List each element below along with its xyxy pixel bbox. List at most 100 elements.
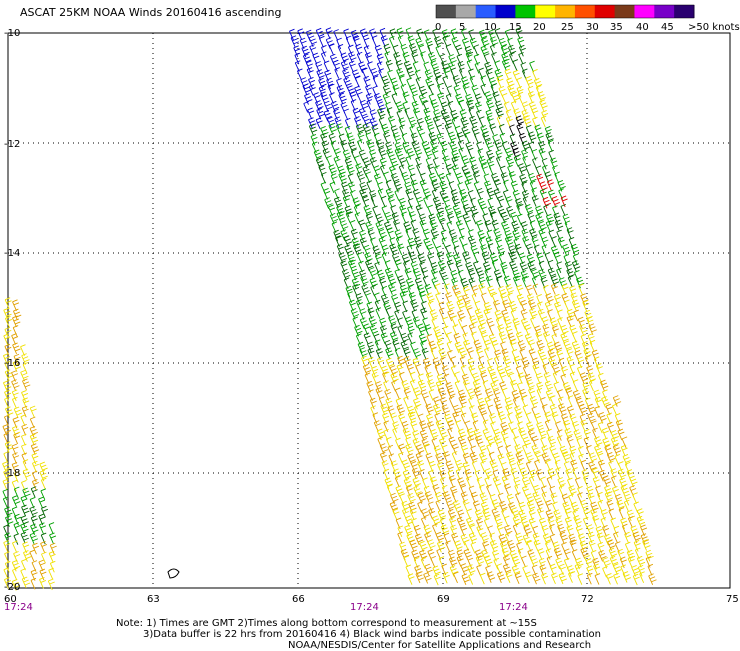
wind-barb — [563, 461, 570, 473]
wind-barb — [393, 180, 403, 193]
wind-barb — [399, 204, 407, 217]
wind-barb — [426, 292, 435, 304]
wind-barb — [597, 499, 604, 512]
wind-barb — [516, 213, 523, 226]
wind-barb — [514, 405, 523, 417]
wind-barb — [518, 509, 527, 522]
wind-barb — [365, 221, 374, 233]
wind-barb — [375, 139, 385, 151]
wind-barb — [489, 459, 498, 471]
wind-barb — [607, 539, 616, 551]
wind-barb — [504, 236, 514, 248]
wind-barb — [575, 397, 585, 410]
wind-barb — [491, 499, 500, 511]
wind-barb — [520, 318, 528, 330]
wind-barb — [539, 181, 548, 193]
wind-barb — [438, 348, 447, 360]
wind-barb — [529, 220, 536, 232]
wind-barb — [403, 388, 411, 400]
wind-barb — [517, 163, 527, 175]
wind-barb — [522, 443, 528, 456]
wind-barb — [551, 236, 557, 248]
wind-barb — [403, 260, 409, 273]
wind-barb — [497, 411, 507, 423]
wind-barb — [438, 301, 445, 314]
wind-barb — [527, 91, 535, 103]
wind-barb — [532, 157, 538, 169]
wind-barb — [512, 275, 520, 288]
wind-barb — [385, 347, 394, 359]
wind-barb — [477, 323, 487, 336]
wind-barb — [359, 237, 367, 249]
wind-barb — [453, 571, 459, 584]
wind-barb — [504, 365, 513, 378]
wind-barb — [546, 341, 556, 354]
wind-barb — [14, 513, 22, 526]
wind-barb — [535, 205, 544, 218]
wind-barb — [412, 438, 420, 450]
wind-barb — [489, 493, 496, 506]
wind-barb — [11, 333, 19, 345]
wind-barb — [357, 131, 365, 144]
wind-barb — [356, 299, 364, 311]
wind-barb — [433, 396, 441, 408]
wind-barb — [344, 125, 351, 138]
wind-barb — [405, 564, 412, 577]
wind-barb — [419, 261, 425, 274]
wind-barb — [441, 148, 448, 160]
wind-barb — [423, 237, 431, 250]
wind-barb — [632, 492, 638, 504]
wind-barb — [21, 576, 31, 589]
wind-barb — [522, 533, 532, 546]
wind-barb — [455, 44, 463, 57]
wind-barb — [396, 68, 405, 80]
wind-barb — [466, 517, 475, 529]
wind-barb — [421, 347, 429, 360]
wind-barb — [391, 380, 397, 392]
wind-barb — [40, 477, 47, 490]
wind-barb — [525, 452, 534, 464]
wind-barb — [459, 109, 467, 121]
wind-barb — [537, 308, 545, 321]
wind-barb — [300, 77, 309, 89]
wind-barb — [612, 444, 622, 456]
wind-barb — [464, 468, 472, 481]
wind-barb — [458, 99, 465, 112]
wind-barb — [556, 229, 562, 242]
wind-barb — [337, 165, 346, 178]
wind-barb — [522, 565, 528, 577]
wind-barb — [444, 116, 453, 128]
wind-barb — [531, 276, 538, 288]
wind-barb — [30, 523, 39, 536]
wind-barb — [403, 555, 409, 568]
wind-barb — [564, 261, 572, 273]
wind-barb — [358, 107, 368, 120]
wind-barb — [406, 147, 415, 160]
wind-barb — [528, 131, 537, 144]
wind-barb — [400, 548, 410, 561]
wind-barb — [410, 461, 418, 473]
wind-barb — [436, 132, 444, 145]
wind-barb — [2, 496, 9, 508]
wind-barb — [362, 364, 372, 376]
wind-barb — [546, 476, 553, 488]
wind-barb — [359, 99, 369, 112]
wind-barb — [489, 532, 495, 545]
wind-barb — [536, 507, 544, 519]
wind-barb — [367, 341, 375, 354]
wind-barb — [545, 509, 554, 522]
wind-barb — [528, 348, 536, 361]
wind-barb — [484, 268, 491, 281]
wind-barb — [352, 197, 361, 209]
wind-barb — [401, 500, 410, 513]
wind-barb — [428, 51, 437, 64]
wind-barb — [369, 149, 377, 161]
wind-barb — [533, 77, 543, 90]
wind-barb — [547, 259, 554, 272]
wind-barb — [553, 341, 563, 354]
wind-barb — [561, 413, 569, 425]
wind-barb — [20, 522, 29, 535]
wind-barb — [539, 99, 548, 112]
wind-barb — [390, 323, 398, 335]
wind-barb — [430, 139, 439, 152]
